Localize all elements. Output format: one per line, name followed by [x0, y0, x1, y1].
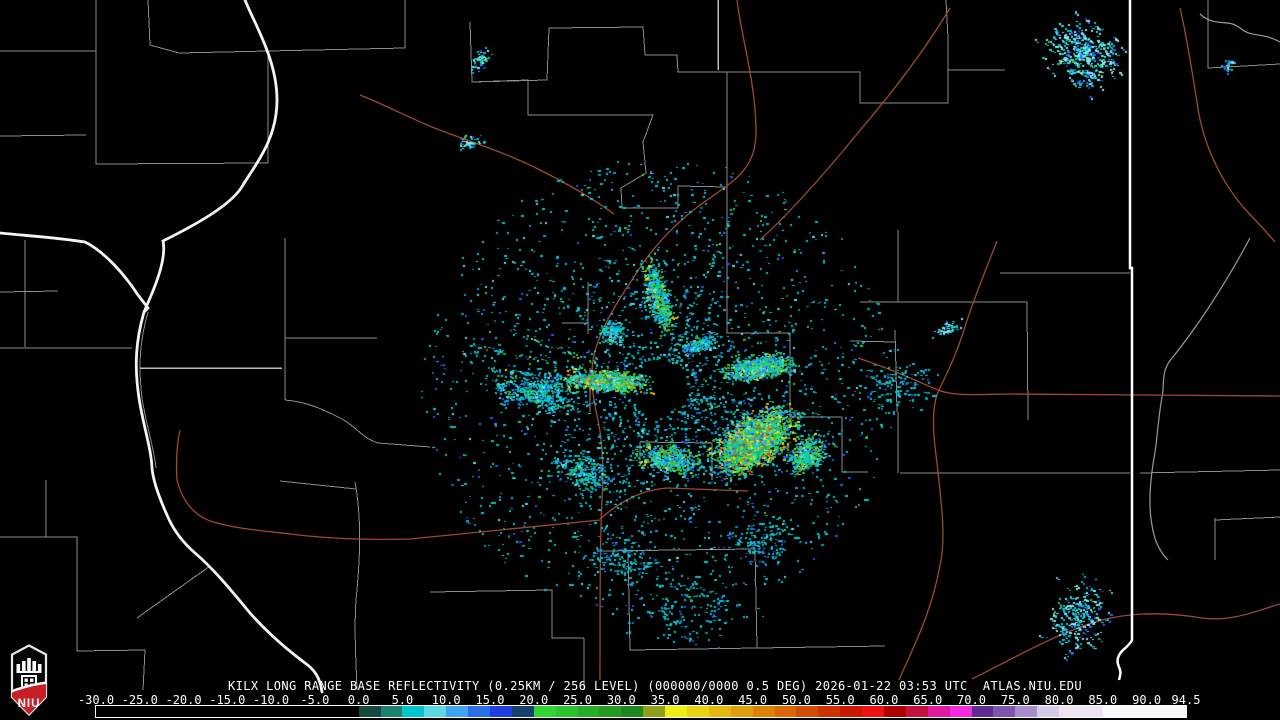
colorbar-segment: [621, 706, 644, 717]
colorbar-tick-label: 20.0: [519, 693, 549, 707]
colorbar-segment: [468, 706, 490, 717]
colorbar-segment: [708, 706, 731, 717]
colorbar-segment: [796, 706, 819, 717]
colorbar-segment: [1037, 706, 1060, 717]
colorbar-tick-label: 40.0: [694, 693, 724, 707]
colorbar-tick-labels: -30.0 -25.0 -20.0 -15.0 -10.0 -5.0 0.0 5.0 10.0 1…: [0, 693, 1280, 707]
colorbar-tick-label: 90.0: [1132, 693, 1162, 707]
colorbar-tick-label: 30.0: [606, 693, 636, 707]
logo-text: NIU: [18, 698, 41, 710]
colorbar-segment: [971, 706, 994, 717]
logo-red-band: [12, 681, 46, 715]
colorbar-tick-label: 55.0: [825, 693, 855, 707]
colorbar-segment: [774, 706, 797, 717]
colorbar: [95, 705, 1187, 718]
colorbar-tick-label: 25.0: [563, 693, 592, 707]
colorbar-tick-label: 5.0: [391, 693, 414, 707]
colorbar-tick-label: 50.0: [781, 693, 811, 707]
colorbar-segment: [993, 706, 1016, 717]
logo-band-highlight: [12, 681, 46, 693]
colorbar-tick-label: 80.0: [1044, 693, 1074, 707]
colorbar-segment: [643, 706, 666, 717]
colorbar-segment: [424, 706, 447, 717]
colorbar-segment: [687, 706, 709, 717]
colorbar-segment: [905, 706, 928, 717]
colorbar-segment: [446, 706, 469, 717]
colorbar-segment: [577, 706, 600, 717]
colorbar-segment: [1059, 706, 1103, 717]
colorbar-segment: [511, 706, 534, 717]
colorbar-tick-label: -30.0: [77, 693, 115, 707]
colorbar-tick-label: 70.0: [957, 693, 986, 707]
colorbar-tick-label: 75.0: [1000, 693, 1030, 707]
colorbar-tick-label: -5.0: [300, 693, 330, 707]
colorbar-tick-label: 10.0: [431, 693, 461, 707]
colorbar-tick-label: 85.0: [1088, 693, 1118, 707]
colorbar-segment: [358, 706, 381, 717]
colorbar-tick-label: 15.0: [475, 693, 505, 707]
colorbar-segment: [665, 706, 688, 717]
colorbar-segment: [884, 706, 906, 717]
colorbar-tick-label: 94.5: [1171, 693, 1201, 707]
colorbar-tick-label: -15.0: [209, 693, 246, 707]
colorbar-segment: [96, 706, 359, 717]
product-title: KILX LONG RANGE BASE REFLECTIVITY (0.25K…: [228, 679, 1082, 693]
colorbar-segment: [818, 706, 841, 717]
colorbar-segment: [1015, 706, 1038, 717]
colorbar-segment: [490, 706, 512, 717]
colorbar-segment: [862, 706, 885, 717]
colorbar-segment: [840, 706, 863, 717]
colorbar-tick-label: -25.0: [121, 693, 158, 707]
colorbar-segment: [752, 706, 775, 717]
colorbar-segment: [730, 706, 753, 717]
colorbar-tick-label: 35.0: [650, 693, 680, 707]
colorbar-segment: [533, 706, 556, 717]
colorbar-segment: [380, 706, 403, 717]
colorbar-tick-label: 0.0: [347, 693, 370, 707]
colorbar-segment: [599, 706, 622, 717]
colorbar-tick-label: -20.0: [165, 693, 202, 707]
colorbar-segment: [949, 706, 972, 717]
colorbar-segment: [1102, 706, 1187, 717]
colorbar-tick-label: -10.0: [253, 693, 290, 707]
colorbar-segment: [402, 706, 425, 717]
colorbar-tick-label: 45.0: [738, 693, 768, 707]
colorbar-segment: [555, 706, 578, 717]
colorbar-tick-label: 60.0: [869, 693, 899, 707]
niu-logo: NIU: [10, 644, 48, 716]
colorbar-tick-label: 65.0: [913, 693, 943, 707]
colorbar-segment: [927, 706, 950, 717]
